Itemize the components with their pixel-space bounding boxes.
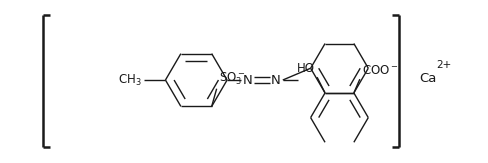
Text: CH$_3$: CH$_3$: [118, 73, 142, 88]
Text: N: N: [243, 74, 253, 87]
Text: 2+: 2+: [436, 60, 451, 70]
Text: N: N: [271, 74, 281, 87]
Text: HO: HO: [297, 62, 315, 75]
Text: COO$^-$: COO$^-$: [362, 64, 398, 77]
Text: Ca: Ca: [419, 72, 436, 85]
Text: SO$_3^-$: SO$_3^-$: [219, 70, 245, 87]
